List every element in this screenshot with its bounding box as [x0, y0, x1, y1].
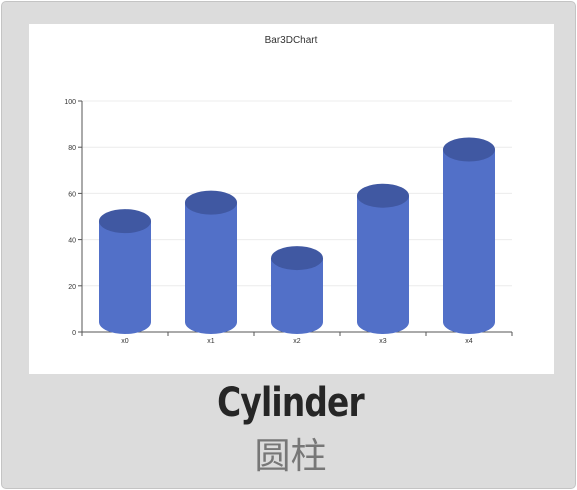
cylinder-chart: Bar3DChart 0 20 40 60 80 100 x0 x1 x2 x3 x4 [64, 35, 513, 345]
tick-labels: 0 20 40 60 80 100 x0 x1 x2 x3 x4 [64, 99, 472, 345]
chart-title: Bar3DChart [265, 35, 318, 46]
y-tick-label: 100 [64, 99, 76, 106]
x-tick-label: x4 [465, 338, 473, 345]
cylinder-bar [185, 190, 237, 334]
cylinder-top [443, 137, 495, 162]
cylinder-body [185, 202, 237, 334]
x-tick-label: x2 [293, 338, 301, 345]
cylinder-body [271, 258, 323, 334]
cylinder-body [99, 221, 151, 334]
cylinder-bars [99, 137, 495, 334]
cylinder-top [185, 190, 237, 215]
cylinder-top [357, 183, 409, 208]
caption-chinese: 圆柱 [254, 436, 327, 477]
cylinder-body [443, 149, 495, 334]
cylinder-bar [357, 183, 409, 334]
y-tick-label: 60 [68, 191, 76, 198]
caption-english: Cylinder [217, 380, 364, 426]
cylinder-body [357, 195, 409, 334]
x-tick-label: x0 [121, 338, 129, 345]
y-tick-label: 0 [72, 330, 76, 337]
x-tick-label: x3 [379, 338, 387, 345]
grid-lines [82, 100, 512, 287]
y-tick-label: 40 [68, 238, 76, 245]
cylinder-bar [443, 137, 495, 334]
chart-panel: Bar3DChart 0 20 40 60 80 100 x0 x1 x2 x3 x4 [29, 24, 554, 374]
y-tick-label: 20 [68, 284, 76, 291]
cylinder-top [99, 209, 151, 234]
y-tick-label: 80 [68, 145, 76, 152]
cylinder-bar [271, 246, 323, 334]
cylinder-top [271, 246, 323, 271]
cylinder-bar [99, 209, 151, 334]
x-tick-label: x1 [207, 338, 215, 345]
